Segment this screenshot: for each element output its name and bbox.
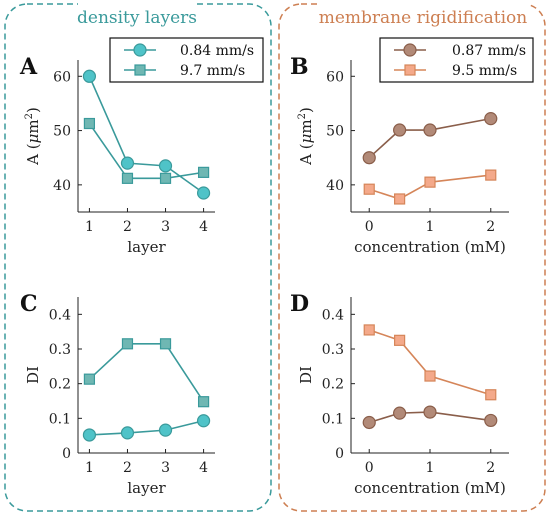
panel-b-circle-point: [484, 112, 498, 126]
panel-a-circle-point: [82, 69, 97, 83]
legend-left-circle-marker: [133, 43, 147, 57]
panel-b-x-tick-label: 1: [426, 219, 435, 235]
panel-a-label: A: [19, 54, 38, 80]
panel-c-circle-point: [82, 428, 97, 442]
panel-b-x-tick-label: 2: [486, 219, 495, 235]
panel-d-y-tick-label: 0.3: [322, 342, 344, 358]
panel-d-y-axis-label: DI: [297, 366, 315, 384]
panel-d-square-point: [394, 334, 406, 346]
panel-c-y-tick-label: 0.4: [49, 307, 71, 323]
panel-a-y-axis-label: A (μm2): [24, 107, 42, 166]
panel-c-square-point: [121, 338, 134, 350]
panel-a-y-tick-label: 40: [53, 178, 71, 194]
legend-right-label-1: 0.87 mm/s: [452, 43, 526, 59]
legend-left: 0.84 mm/s 9.7 mm/s: [109, 37, 264, 83]
panel-a-square-point: [159, 172, 172, 184]
panel-c-y-tick-label: 0.2: [49, 377, 71, 393]
panel-a-square-point: [121, 172, 134, 184]
panel-a-series-line-1: [88, 75, 205, 194]
panel-c-x-tick-label: 1: [85, 460, 94, 476]
panel-b-x-axis-label: concentration (mM): [354, 238, 506, 256]
panel-b: B 0 1 2 40 50 60 concentration (mM) A (μm2): [290, 54, 509, 256]
panel-d-x-tick-label: 0: [365, 460, 374, 476]
panel-b-y-tick-label: 40: [326, 178, 344, 194]
panel-a-circle-point: [158, 159, 173, 173]
group-title-membrane-rigidification: membrane rigidification: [319, 8, 528, 28]
panel-d-y-tick-label: 0.4: [322, 307, 344, 323]
legend-right-label-2: 9.5 mm/s: [452, 63, 517, 79]
legend-right-circle-marker: [403, 43, 417, 57]
panel-a-x-tick-label: 2: [123, 219, 132, 235]
panel-b-series-line-2: [368, 174, 491, 200]
panel-d-circle-point: [484, 413, 498, 428]
panel-d-square-point: [424, 370, 436, 382]
legend-right-square-marker: [404, 64, 416, 76]
panel-d-square-point: [485, 389, 497, 401]
panel-c-y-tick-label: 0: [62, 446, 71, 462]
panel-a-circle-point: [120, 156, 135, 170]
panel-c: C 1 2 3 4 0 0.1 0.2 0.3 0.4 layer DI: [20, 291, 215, 497]
panel-b-circle-point: [423, 123, 437, 137]
panel-b-series-line-1: [368, 117, 491, 159]
panel-a-y-tick-label: 60: [53, 69, 71, 85]
panel-d-x-tick-label: 2: [486, 460, 495, 476]
panel-c-y-tick-label: 0.1: [49, 411, 71, 427]
panel-b-circle-point: [362, 151, 376, 165]
panel-d-x-tick-label: 1: [426, 460, 435, 476]
panel-a-x-tick-label: 1: [85, 219, 94, 235]
panel-c-series-line-2: [88, 342, 205, 403]
panel-c-x-axis-label: layer: [127, 479, 166, 497]
panel-b-square-point: [394, 193, 406, 205]
legend-right: 0.87 mm/s 9.5 mm/s: [379, 37, 534, 83]
panel-c-y-tick-label: 0.3: [49, 342, 71, 358]
panel-d-series-line-2: [368, 329, 492, 396]
panel-d-y-tick-label: 0.2: [322, 377, 344, 393]
panel-b-square-point: [363, 183, 375, 195]
panel-c-series-line-1: [89, 419, 204, 436]
panel-b-y-tick-label: 60: [326, 69, 344, 85]
panel-a-x-tick-label: 3: [161, 219, 170, 235]
panel-a-x-tick-label: 4: [199, 219, 208, 235]
panel-c-x-tick-label: 4: [199, 460, 208, 476]
group-title-density-layers: density layers: [77, 8, 197, 28]
panel-b-label: B: [290, 54, 309, 80]
panel-b-square-point: [485, 169, 497, 181]
legend-left-square-marker: [134, 64, 146, 76]
panel-a-y-tick-label: 50: [53, 124, 71, 140]
panel-a-square-point: [197, 166, 210, 178]
panel-c-circle-point: [158, 423, 173, 437]
panel-b-y-axis-label: A (μm2): [297, 107, 315, 166]
legend-left-label-1: 0.84 mm/s: [180, 43, 254, 59]
panel-d-square-point: [363, 324, 375, 336]
panel-b-square-point: [424, 176, 436, 188]
panel-d-x-axis-label: concentration (mM): [354, 479, 506, 497]
panel-d: D 0 1 2 0 0.1 0.2 0.3 0.4 concentration (mM) DI: [290, 291, 509, 497]
panel-c-x-tick-label: 2: [123, 460, 132, 476]
panel-c-circle-point: [196, 414, 211, 428]
panel-c-square-point: [197, 396, 210, 408]
panel-a: A 1 2 3 4 40 50 60 layer A (μm2): [19, 54, 215, 256]
panel-c-square-point: [83, 373, 96, 385]
legend-left-label-2: 9.7 mm/s: [180, 63, 245, 79]
panel-b-x-tick-label: 0: [365, 219, 374, 235]
panel-d-label: D: [290, 291, 309, 317]
panel-d-y-tick-label: 0: [335, 446, 344, 462]
panel-c-square-point: [159, 338, 172, 350]
panel-c-y-axis-label: DI: [24, 366, 42, 384]
panel-b-y-tick-label: 50: [326, 124, 344, 140]
panel-d-circle-point: [362, 415, 376, 430]
panel-c-label: C: [20, 291, 38, 317]
panel-a-square-point: [83, 117, 96, 130]
panel-d-y-tick-label: 0.1: [322, 411, 344, 427]
panel-a-circle-point: [196, 186, 211, 200]
panel-d-circle-point: [423, 405, 437, 419]
panel-d-circle-point: [393, 406, 407, 420]
panel-a-x-axis-label: layer: [127, 238, 166, 256]
panel-d-series-line-1: [368, 411, 491, 424]
panel-a-series-line-2: [88, 123, 204, 180]
panel-c-circle-point: [120, 426, 135, 440]
panel-c-x-tick-label: 3: [161, 460, 170, 476]
panel-b-circle-point: [393, 123, 407, 137]
